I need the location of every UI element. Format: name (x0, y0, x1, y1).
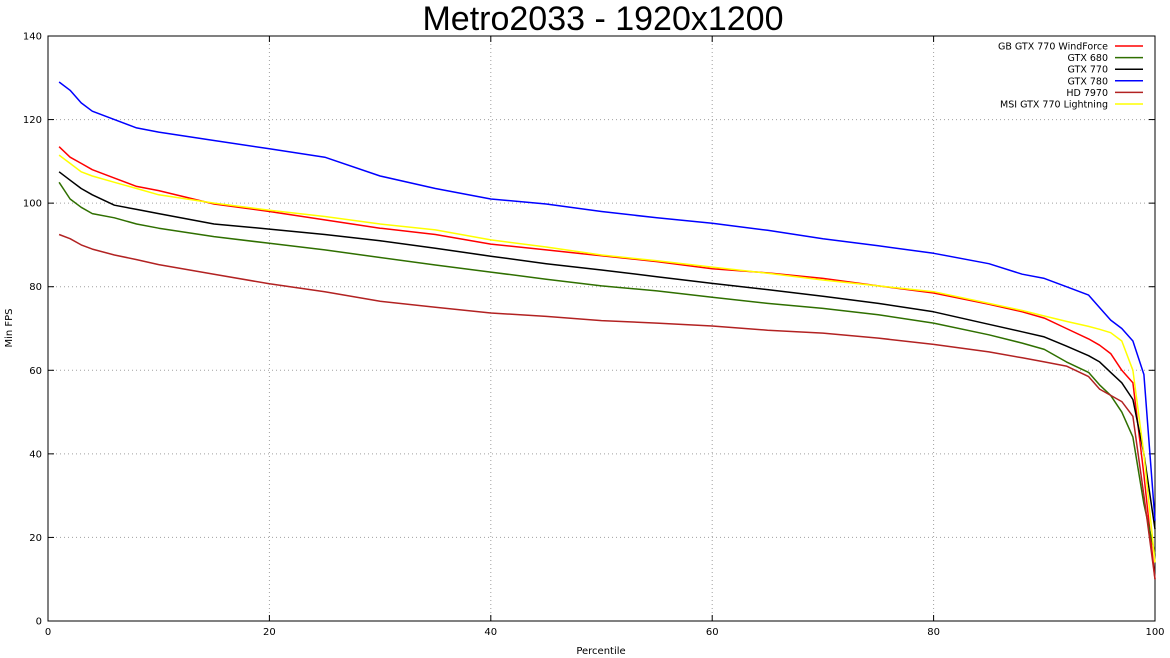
x-tick-label: 60 (706, 627, 719, 638)
series-line-3 (58, 171, 1156, 530)
series-layer (58, 81, 1156, 580)
y-tick-label: 60 (29, 366, 42, 377)
x-tick-label: 40 (484, 627, 497, 638)
x-tick-label: 20 (263, 627, 276, 638)
series-line-2 (58, 181, 1156, 555)
y-tick-label: 20 (29, 533, 42, 544)
x-tick-label: 100 (1145, 627, 1164, 638)
legend-label-4: GTX 780 (1068, 76, 1109, 87)
y-axis-label: Min FPS (4, 308, 15, 347)
y-tick-label: 140 (23, 32, 42, 43)
series-line-4 (58, 81, 1156, 521)
chart-title: Metro2033 - 1920x1200 (422, 0, 783, 38)
y-tick-label: 120 (23, 115, 42, 126)
plot-frame (47, 35, 1156, 622)
legend-label-3: GTX 770 (1068, 65, 1109, 76)
y-tick-label: 40 (29, 449, 42, 460)
y-tick-label: 0 (36, 617, 42, 628)
plot-area: 0 20 40 60 80 100 120 140 0 20 40 60 80 100 (23, 32, 1165, 639)
y-tick-label: 80 (29, 282, 42, 293)
legend-label-5: HD 7970 (1066, 88, 1108, 99)
x-axis-label: Percentile (576, 646, 625, 657)
legend-label-2: GTX 680 (1068, 53, 1109, 64)
series-line-5 (58, 233, 1156, 580)
series-line-1 (58, 146, 1156, 580)
legend-label-6: MSI GTX 770 Lightning (1000, 100, 1108, 111)
x-tick-label: 80 (927, 627, 940, 638)
series-line-6 (58, 154, 1156, 563)
x-tick-label: 0 (45, 627, 51, 638)
y-tick-label: 100 (23, 199, 42, 210)
legend-label-1: GB GTX 770 WindForce (998, 42, 1108, 53)
grid (48, 36, 1155, 621)
